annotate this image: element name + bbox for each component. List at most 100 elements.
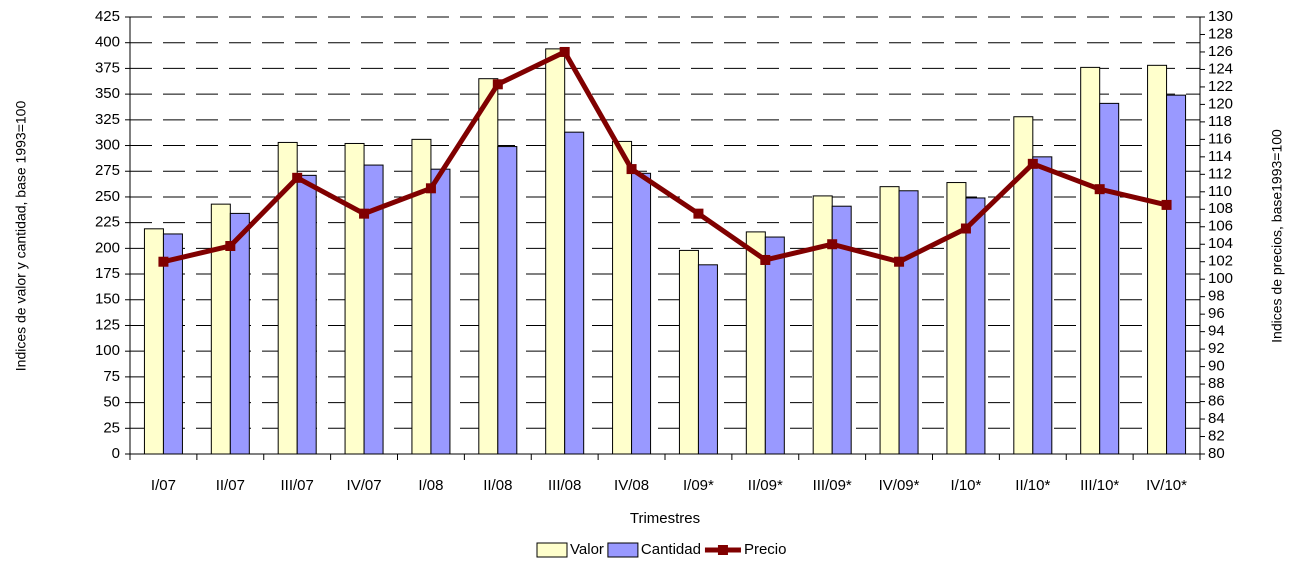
y2-tick-label: 108	[1208, 200, 1233, 217]
y-tick-label: 200	[95, 239, 120, 256]
bar	[1032, 156, 1053, 455]
marker	[827, 239, 838, 250]
x-tick-label: III/08	[548, 477, 581, 494]
y2-tick-label: 112	[1208, 165, 1232, 182]
legend-swatch	[536, 542, 568, 558]
x-tick-label: II/08	[483, 477, 512, 494]
marker	[359, 208, 370, 219]
y-tick-label: 350	[95, 85, 120, 102]
legend-label: Cantidad	[641, 541, 701, 558]
y2-tick-label: 100	[1208, 270, 1233, 287]
bar	[946, 182, 967, 455]
x-tick-label: IV/10*	[1146, 477, 1187, 494]
y-tick-label: 250	[95, 188, 120, 205]
legend-swatch	[717, 545, 728, 555]
marker	[760, 254, 771, 265]
y-tick-label: 300	[95, 136, 120, 153]
y2-tick-label: 114	[1208, 148, 1232, 165]
y2-tick-label: 104	[1208, 235, 1233, 252]
bar	[344, 142, 365, 455]
y-tick-label: 150	[95, 291, 120, 308]
bar	[612, 140, 633, 455]
bar	[545, 48, 566, 455]
marker	[1161, 199, 1172, 210]
x-tick-label: III/07	[281, 477, 314, 494]
marker	[492, 79, 503, 90]
marker	[1094, 184, 1105, 195]
y2-tick-label: 96	[1208, 305, 1225, 322]
marker	[626, 164, 637, 175]
y2-tick-label: 84	[1208, 410, 1225, 427]
y-tick-label: 225	[95, 214, 120, 231]
y2-tick-label: 126	[1208, 43, 1233, 60]
legend-swatch	[607, 542, 639, 558]
y2-tick-label: 110	[1208, 183, 1232, 200]
marker	[1027, 158, 1038, 169]
bar	[965, 197, 986, 455]
y2-axis-title: Indices de precios, base1993=100	[1269, 129, 1285, 343]
x-tick-label: IV/09*	[879, 477, 920, 494]
y2-tick-label: 90	[1208, 358, 1225, 375]
marker	[559, 46, 570, 57]
y2-tick-label: 98	[1208, 288, 1225, 305]
bar	[478, 78, 499, 455]
legend-item: Valor	[536, 541, 604, 558]
bar	[564, 131, 585, 455]
y-tick-label: 0	[112, 445, 120, 462]
bar	[812, 195, 833, 455]
bar	[430, 168, 451, 455]
marker	[158, 256, 169, 267]
y-tick-label: 425	[95, 8, 120, 25]
bar	[497, 146, 518, 455]
x-tick-label: III/09*	[813, 477, 852, 494]
y2-tick-label: 124	[1208, 60, 1233, 77]
bar	[764, 236, 785, 455]
bar	[879, 186, 900, 455]
bar	[745, 231, 766, 455]
y-tick-label: 100	[95, 342, 120, 359]
y-tick-label: 325	[95, 111, 120, 128]
marker	[425, 183, 436, 194]
y-tick-label: 50	[103, 394, 120, 411]
y2-tick-label: 86	[1208, 393, 1225, 410]
y2-tick-label: 130	[1208, 8, 1233, 25]
y-tick-label: 75	[103, 368, 120, 385]
y2-tick-label: 122	[1208, 78, 1233, 95]
bar	[678, 249, 699, 455]
y2-tick-label: 88	[1208, 375, 1225, 392]
y2-tick-label: 128	[1208, 25, 1233, 42]
x-tick-label: I/10*	[951, 477, 982, 494]
y2-tick-label: 102	[1208, 253, 1233, 270]
bar	[1147, 64, 1168, 455]
bar	[631, 172, 652, 455]
bar	[162, 233, 183, 455]
bar	[296, 174, 317, 455]
marker	[960, 223, 971, 234]
y2-tick-label: 80	[1208, 445, 1225, 462]
marker	[225, 240, 236, 251]
x-tick-label: II/09*	[748, 477, 783, 494]
y2-tick-label: 94	[1208, 323, 1225, 340]
marker	[894, 256, 905, 267]
legend-item: Cantidad	[607, 541, 701, 558]
marker	[292, 172, 303, 183]
legend-label: Precio	[744, 541, 787, 558]
bar	[898, 190, 919, 455]
legend-label: Valor	[570, 541, 604, 558]
y-tick-label: 400	[95, 34, 120, 51]
y-tick-label: 125	[95, 316, 120, 333]
y2-tick-label: 106	[1208, 218, 1233, 235]
y-tick-label: 175	[95, 265, 120, 282]
y2-tick-label: 82	[1208, 427, 1225, 444]
x-tick-label: I/09*	[683, 477, 714, 494]
bar	[1080, 66, 1101, 455]
y-tick-label: 25	[103, 419, 120, 436]
y-axis-title: Indices de valor y cantidad, base 1993=1…	[13, 101, 29, 372]
y2-tick-label: 92	[1208, 340, 1225, 357]
x-tick-label: III/10*	[1080, 477, 1119, 494]
y2-tick-label: 116	[1208, 130, 1232, 147]
x-tick-label: IV/08	[614, 477, 649, 494]
bar	[697, 264, 718, 455]
legend-item: Precio	[704, 541, 787, 558]
